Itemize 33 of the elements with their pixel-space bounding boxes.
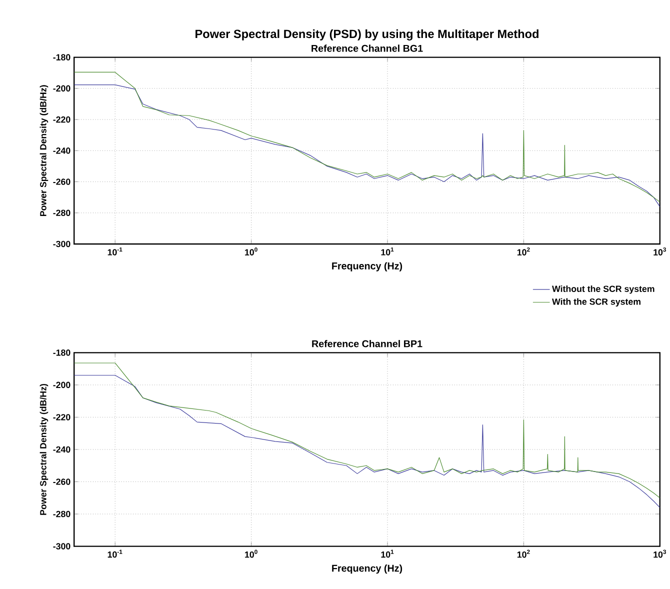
y-axis-title: Power Spectral Density (dB/Hz) — [40, 85, 48, 216]
y-tick-label: -180 — [53, 54, 70, 61]
y-tick-label: -260 — [53, 178, 70, 186]
y-tick-label: -240 — [53, 446, 70, 453]
x-tick-label: 10$^{-1}$ — [108, 550, 122, 558]
x-tick-label: 10$^{3}$ — [654, 248, 666, 256]
y-tick-label: -180 — [53, 350, 70, 356]
y-tick-label: -280 — [53, 210, 70, 216]
x-tick-label: 10$^{0}$ — [245, 248, 258, 256]
y-tick-label: -300 — [53, 240, 70, 248]
y-tick-label: -260 — [53, 478, 70, 485]
y-axis-title: Power Spectral Density (dB/Hz) — [40, 384, 48, 515]
x-tick-label: 10$^{0}$ — [245, 550, 258, 558]
x-tick-label: 10$^{1}$ — [381, 550, 394, 558]
x-tick-label: 10$^{2}$ — [517, 550, 530, 558]
chart-subtitle: Reference Channel BG1 — [312, 44, 423, 52]
y-tick-label: -220 — [53, 414, 70, 420]
y-tick-label: -240 — [53, 148, 70, 154]
y-tick-label: -300 — [53, 543, 70, 550]
y-tick-label: -200 — [53, 85, 70, 92]
x-axis-title: Frequency (Hz) — [332, 262, 402, 272]
legend-label: Without the SCR system — [552, 286, 654, 294]
chart-title: Power Spectral Density (PSD) by using the Multitaper Method — [196, 30, 538, 41]
y-tick-label: -200 — [53, 382, 70, 388]
x-tick-label: 10$^{-1}$ — [108, 248, 122, 256]
legend-label: With the SCR system — [552, 298, 640, 307]
x-tick-label: 10$^{1}$ — [381, 248, 394, 256]
chart-title: Reference Channel BP1 — [312, 340, 422, 348]
x-tick-label: 10$^{2}$ — [517, 248, 530, 256]
y-tick-label: -220 — [53, 116, 70, 123]
y-tick-label: -280 — [53, 510, 70, 518]
x-axis-title: Frequency (Hz) — [332, 564, 402, 574]
x-tick-label: 10$^{3}$ — [654, 550, 666, 558]
